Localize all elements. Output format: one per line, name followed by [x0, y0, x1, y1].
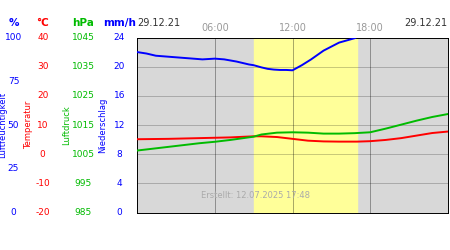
Text: Luftdruck: Luftdruck: [62, 105, 71, 145]
Text: Erstellt: 12.07.2025 17:48: Erstellt: 12.07.2025 17:48: [201, 191, 310, 200]
Text: mm/h: mm/h: [103, 18, 136, 28]
Text: 995: 995: [75, 179, 92, 188]
Text: 1045: 1045: [72, 33, 94, 42]
Text: 29.12.21: 29.12.21: [405, 18, 448, 28]
Text: 75: 75: [8, 77, 19, 86]
Text: 20: 20: [113, 62, 125, 71]
Text: -20: -20: [36, 208, 50, 217]
Text: 1025: 1025: [72, 91, 94, 100]
Text: 985: 985: [75, 208, 92, 217]
Text: 30: 30: [37, 62, 49, 71]
Text: hPa: hPa: [72, 18, 94, 28]
Text: Luftfeuchtigkeit: Luftfeuchtigkeit: [0, 92, 7, 158]
Text: 8: 8: [117, 150, 122, 159]
Text: 4: 4: [117, 179, 122, 188]
Text: 40: 40: [37, 33, 49, 42]
Text: %: %: [8, 18, 19, 28]
Text: 24: 24: [113, 33, 125, 42]
Text: 12: 12: [113, 120, 125, 130]
Text: °C: °C: [36, 18, 49, 28]
Text: 10: 10: [37, 120, 49, 130]
Text: 16: 16: [113, 91, 125, 100]
Text: 0: 0: [40, 150, 45, 159]
Text: 25: 25: [8, 164, 19, 173]
Bar: [254, 38, 357, 212]
Text: 100: 100: [5, 33, 22, 42]
Text: 50: 50: [8, 120, 19, 130]
Text: -10: -10: [36, 179, 50, 188]
Text: 1035: 1035: [72, 62, 95, 71]
Text: 29.12.21: 29.12.21: [137, 18, 180, 28]
Text: 1015: 1015: [72, 120, 95, 130]
Text: 0: 0: [117, 208, 122, 217]
Text: 20: 20: [37, 91, 49, 100]
Text: Niederschlag: Niederschlag: [98, 97, 107, 153]
Text: 1005: 1005: [72, 150, 95, 159]
Text: 0: 0: [11, 208, 16, 217]
Text: Temperatur: Temperatur: [24, 101, 33, 149]
